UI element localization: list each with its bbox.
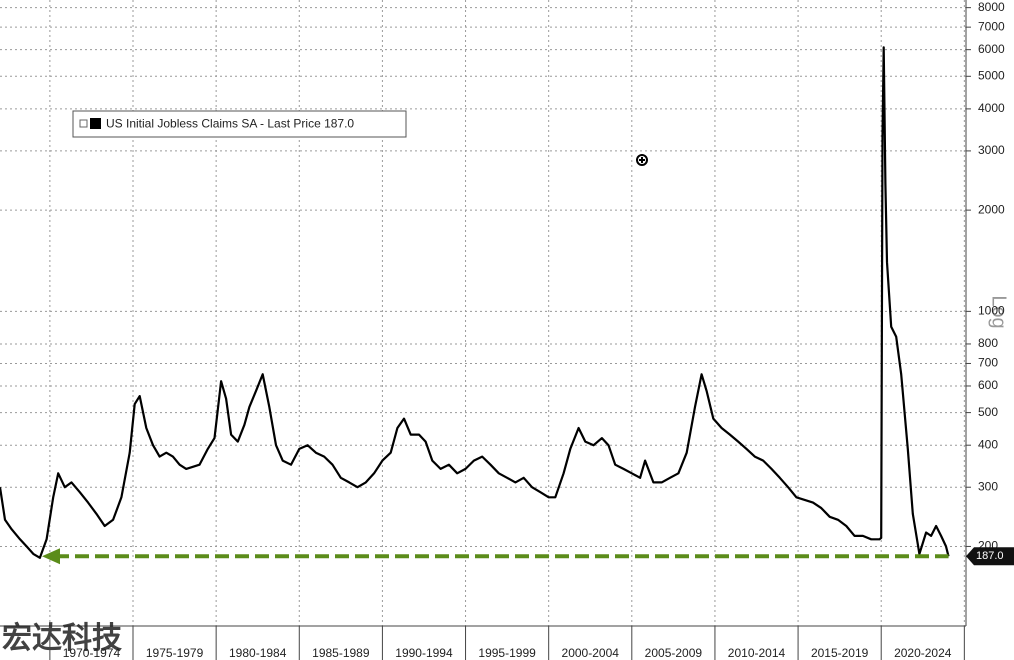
last-value-tag: [966, 547, 1014, 566]
x-period-label: 2000-2004: [562, 646, 620, 660]
x-period-label: 1980-1984: [229, 646, 287, 660]
y-tick-label: 8000: [978, 0, 1005, 14]
last-value-label: 187.0: [976, 550, 1004, 562]
legend: US Initial Jobless Claims SA - Last Pric…: [72, 110, 407, 138]
y-tick-label: 7000: [978, 19, 1005, 33]
y-tick-label: 3000: [978, 143, 1005, 157]
legend-box: [72, 110, 407, 138]
y-tick-label: 4000: [978, 101, 1005, 115]
y-tick-label: 400: [978, 437, 998, 451]
legend-swatch: [90, 118, 101, 129]
x-period-label: 1975-1979: [146, 646, 204, 660]
y-tick-label: 700: [978, 356, 998, 370]
y-tick-label: 300: [978, 479, 998, 493]
scale-label: Log: [988, 295, 1010, 328]
x-period-label: 1995-1999: [478, 646, 536, 660]
x-period-label: 2010-2014: [728, 646, 786, 660]
x-period-label: 2005-2009: [645, 646, 703, 660]
x-period-label: 1990-1994: [395, 646, 453, 660]
y-tick-label: 6000: [978, 42, 1005, 56]
crosshair-icon: [636, 154, 648, 166]
y-tick-label: 800: [978, 336, 998, 350]
x-period-label: 1985-1989: [312, 646, 370, 660]
y-tick-label: 500: [978, 405, 998, 419]
legend-expander: [79, 119, 88, 128]
y-tick-label: 1000: [978, 304, 1005, 318]
x-period-label: 2015-2019: [811, 646, 869, 660]
last-value-arrowhead: [42, 548, 60, 565]
y-tick-label: 5000: [978, 68, 1005, 82]
watermark: 宏达科技: [2, 621, 122, 655]
x-period-label: 2020-2024: [894, 646, 952, 660]
series-line: [0, 46, 950, 559]
x-period-label: 1970-1974: [63, 646, 121, 660]
y-tick-label: 2000: [978, 202, 1005, 216]
legend-label: US Initial Jobless Claims SA - Last Pric…: [106, 117, 354, 131]
y-tick-label: 600: [978, 378, 998, 392]
